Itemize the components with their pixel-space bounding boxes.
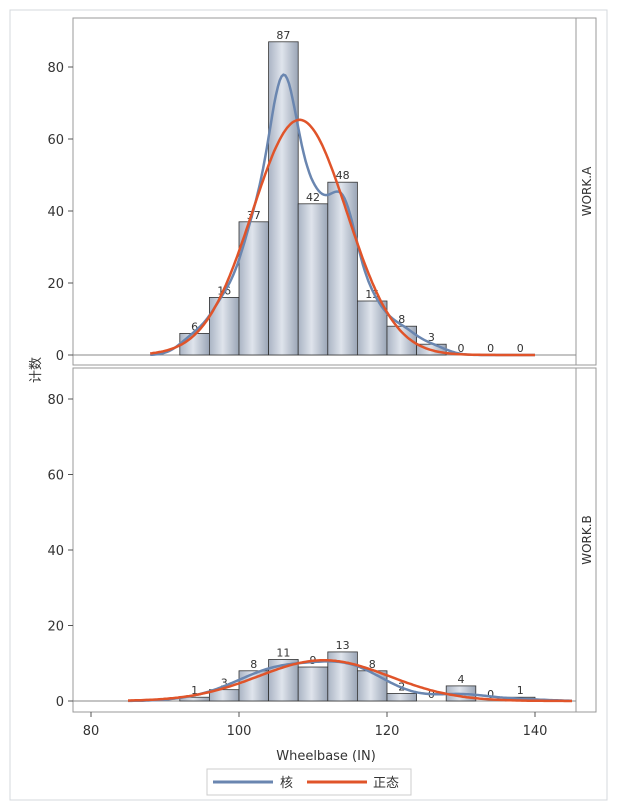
bar-data-label: 0 (487, 342, 494, 355)
y-tick-label: 80 (47, 61, 64, 76)
bar-data-label: 3 (428, 331, 435, 344)
bar-data-label: 3 (221, 677, 228, 690)
x-tick-label: 120 (375, 724, 400, 739)
panel-strip (575, 367, 597, 713)
normal-density-curve (150, 118, 535, 357)
histogram-bar (356, 300, 388, 356)
bar-data-label: 1 (517, 684, 524, 697)
x-tick-label: 140 (523, 724, 548, 739)
histogram-bar (386, 693, 418, 702)
x-tick-label: 100 (227, 724, 252, 739)
bar-data-label: 11 (276, 646, 290, 659)
legend: 核 正态 (206, 768, 412, 796)
y-axis-label: 计数 (29, 357, 44, 383)
normal-density-curve (128, 658, 572, 703)
panel-label: WORK.A (580, 166, 594, 216)
y-tick-label: 80 (47, 393, 64, 408)
y-tick-label: 20 (47, 620, 64, 635)
y-tick-label: 40 (47, 205, 64, 220)
bar-data-label: 0 (517, 342, 524, 355)
bar-data-label: 48 (336, 169, 350, 182)
y-tick-label: 40 (47, 544, 64, 559)
bar-data-label: 1 (191, 684, 198, 697)
histogram-bar (297, 666, 329, 702)
histogram-bar (268, 41, 299, 356)
bar-data-label: 6 (191, 320, 198, 333)
bar-data-label: 8 (369, 658, 376, 671)
plot-area (72, 367, 577, 713)
bar-data-label: 0 (487, 688, 494, 701)
panel-label: WORK.B (580, 515, 594, 565)
y-tick-label: 20 (47, 277, 64, 292)
bar-data-label: 0 (458, 342, 465, 355)
legend-kernel-label: 核 (280, 776, 293, 791)
y-tick-label: 60 (47, 469, 64, 484)
x-axis-label: Wheelbase (IN) (276, 749, 376, 764)
y-tick-label: 0 (56, 695, 64, 710)
bar-data-label: 13 (336, 639, 350, 652)
bar-data-label: 87 (276, 29, 290, 42)
bar-data-label: 8 (250, 658, 257, 671)
y-tick-label: 60 (47, 133, 64, 148)
bar-data-label: 4 (458, 673, 465, 686)
bar-data-label: 8 (398, 313, 405, 326)
bar-data-label: 42 (306, 191, 320, 204)
histogram-bar (327, 181, 358, 356)
panel-strip (575, 17, 597, 366)
y-tick-label: 0 (56, 349, 64, 364)
x-tick-label: 80 (83, 724, 100, 739)
histogram-bar (238, 670, 270, 702)
histogram-bar (208, 296, 240, 356)
histogram-bar (356, 670, 388, 702)
histogram-bar (327, 651, 358, 702)
legend-normal-label: 正态 (373, 776, 399, 791)
histogram-bar (297, 203, 329, 356)
